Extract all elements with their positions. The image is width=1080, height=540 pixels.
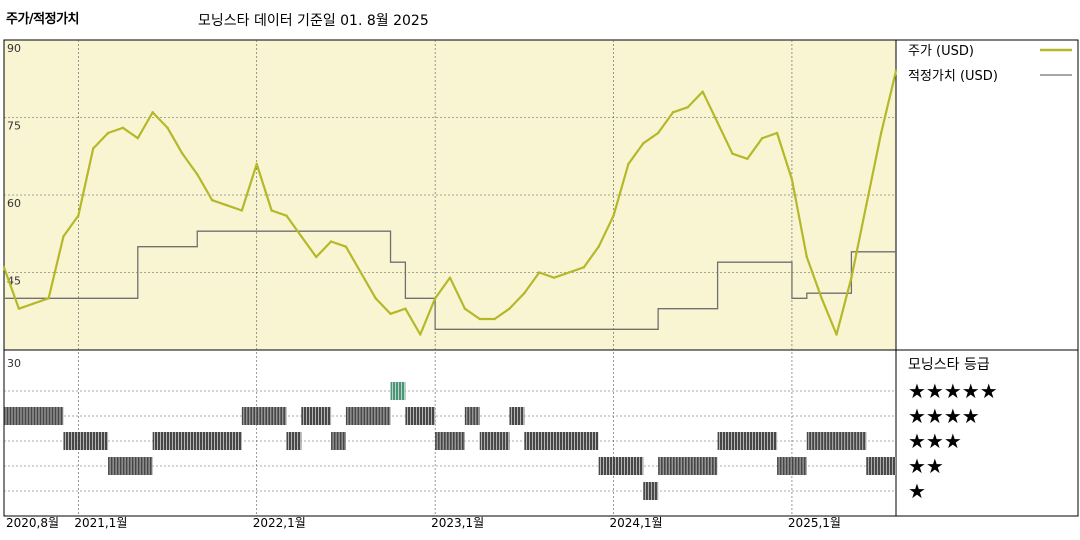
price-point [47, 297, 50, 300]
price-point [538, 271, 541, 274]
price-point [166, 126, 169, 130]
y-tick-label: 90 [7, 42, 21, 55]
price-point [210, 198, 214, 202]
price-point [612, 214, 615, 217]
rating-level-stars: ★★★★★ [908, 379, 998, 403]
rating-bar [479, 432, 510, 450]
rating-bar [658, 457, 718, 475]
price-point [671, 111, 675, 114]
rating-bar [301, 407, 332, 425]
price-point [701, 90, 704, 93]
rating-level-stars: ★★★ [908, 429, 962, 453]
price-point [567, 271, 571, 274]
rating-bar [152, 432, 242, 450]
price-point [879, 131, 883, 135]
price-point [240, 209, 244, 212]
rating-level-stars: ★★ [908, 454, 944, 478]
price-point [300, 235, 303, 238]
rating-level-stars: ★ [908, 479, 926, 503]
price-point [790, 178, 794, 181]
price-point [463, 307, 467, 310]
price-point [865, 204, 868, 207]
price-point [731, 152, 734, 155]
price-point [196, 173, 199, 176]
price-point [850, 276, 853, 279]
price-point [448, 276, 452, 279]
price-point [642, 142, 645, 145]
rating-bar [866, 457, 896, 475]
data-date-subtitle: 모닝스타 데이터 기준일 01. 8월 2025 [198, 13, 429, 29]
x-tick-label: 2023,1월 [431, 516, 484, 530]
x-tick-label: 2021,1월 [74, 516, 127, 530]
rating-panel-title: 모닝스타 등급 [908, 357, 990, 373]
price-point [106, 131, 110, 135]
price-point [478, 317, 481, 321]
price-point [17, 307, 21, 310]
x-tick-label: 2024,1월 [610, 516, 663, 530]
x-tick-label: 2022,1월 [253, 516, 306, 530]
rating-bar [435, 432, 465, 450]
price-point [225, 204, 229, 207]
price-point [389, 312, 392, 316]
price-point [77, 214, 80, 217]
price-point [523, 291, 526, 295]
price-point [627, 162, 630, 166]
price-point [181, 152, 184, 155]
price-point [716, 121, 719, 124]
legend-label: 주가 (USD) [908, 44, 974, 59]
price-point [493, 317, 496, 321]
price-point [270, 209, 273, 212]
price-point [552, 276, 556, 279]
price-point [136, 136, 139, 140]
price-point [121, 126, 125, 130]
price-point [761, 136, 764, 140]
price-point [151, 111, 154, 114]
chart-frame [3, 39, 1079, 517]
price-point [775, 131, 779, 135]
y-tick-label: 30 [7, 357, 21, 370]
price-point [508, 307, 511, 310]
price-point [746, 157, 749, 161]
price-point [835, 333, 838, 336]
price-point [329, 240, 333, 243]
rating-bar [806, 432, 867, 450]
price-point [285, 214, 288, 217]
price-point [433, 297, 437, 300]
rating-bar [4, 407, 64, 425]
price-point [582, 266, 585, 269]
price-point [805, 255, 808, 259]
rating-level-stars: ★★★★ [908, 404, 980, 428]
price-point [686, 105, 690, 109]
price-point [62, 235, 65, 238]
price-point [820, 297, 823, 300]
price-point [597, 245, 600, 248]
x-tick-label: 2020,8월 [6, 516, 59, 530]
rating-bar [777, 457, 807, 475]
legend-label: 적정가치 (USD) [908, 69, 998, 84]
price-point [419, 333, 422, 336]
y-tick-label: 60 [7, 197, 21, 210]
price-point [2, 266, 6, 269]
price-point [92, 147, 95, 150]
price-point [374, 297, 377, 300]
price-point [315, 255, 318, 259]
price-point [344, 245, 348, 248]
x-tick-label: 2025,1월 [788, 516, 841, 530]
price-point [894, 69, 898, 73]
price-point [656, 131, 660, 135]
rating-bar [405, 407, 436, 425]
y-tick-label: 75 [7, 120, 21, 133]
price-point [359, 271, 362, 274]
rating-bar [717, 432, 778, 450]
price-point [404, 307, 407, 310]
chart-title: 주가/적정가치 [6, 12, 80, 27]
price-point [255, 162, 258, 166]
price-point [32, 302, 35, 305]
